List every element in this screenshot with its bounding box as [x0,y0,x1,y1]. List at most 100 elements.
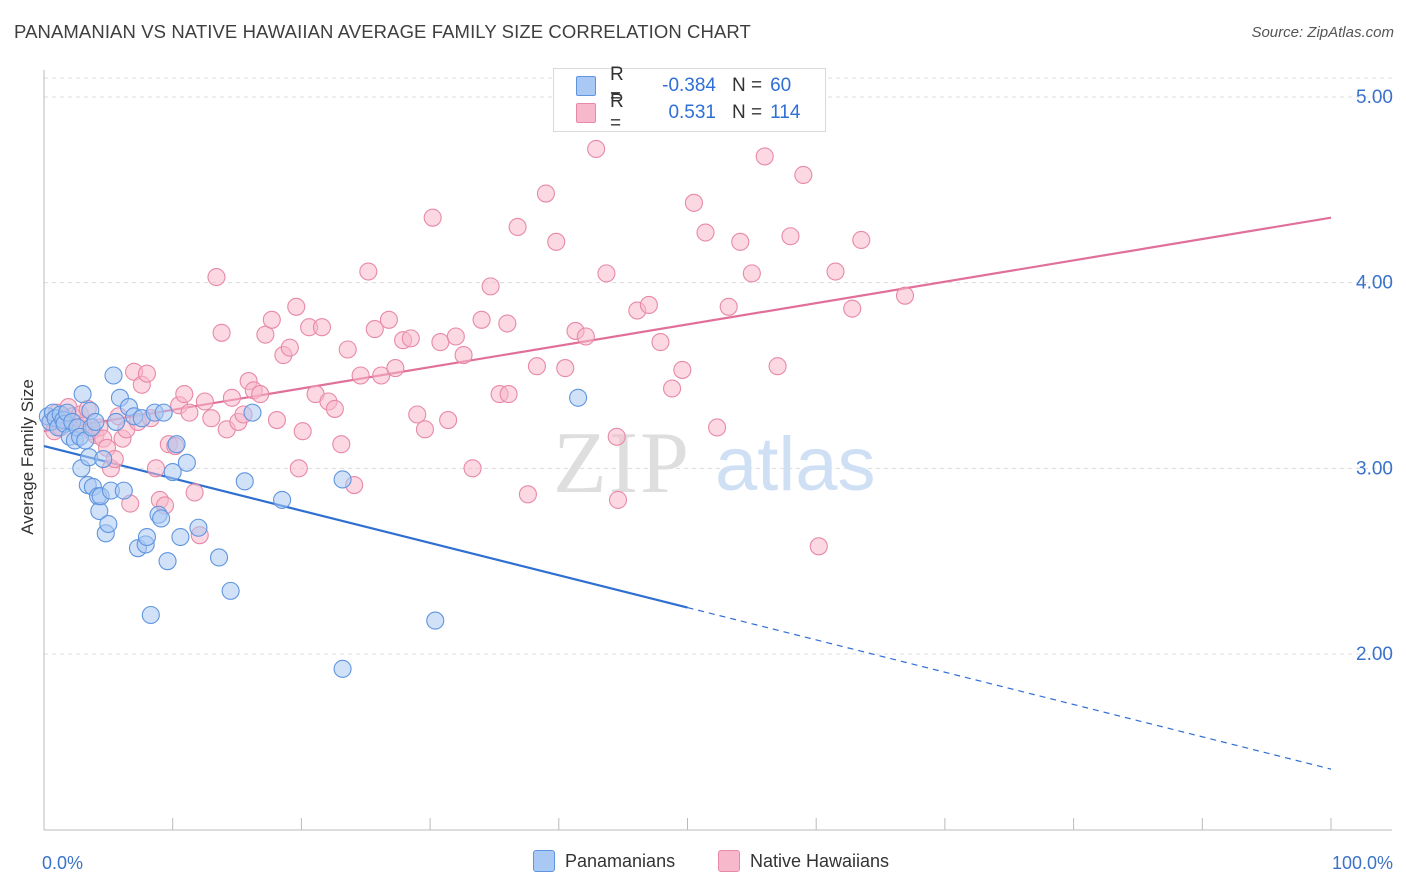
native-hawaiians-point [185,483,204,502]
native-hawaiians-point [195,392,214,411]
native-hawaiians-point [576,327,595,346]
native-hawaiians-point [663,379,682,398]
native-hawaiians-point [508,217,527,237]
native-hawaiians-point [731,232,750,251]
legend-row-native-hawaiians: R = 0.531 N = 114 [576,91,801,134]
panamanians-point [86,412,105,431]
native-hawaiians-point [207,268,226,287]
y-tick-label: 4.00 [1356,273,1393,294]
native-hawaiians-point [597,264,616,283]
native-hawaiians-point [137,364,157,383]
panamanians-point [158,552,177,571]
native-hawaiians-point [673,360,692,379]
native-hawaiians-point [267,411,286,430]
native-hawaiians-point [379,310,398,329]
native-hawaiians-point [372,366,391,385]
native-hawaiians-point [536,184,555,203]
native-hawaiians-point [202,409,221,428]
native-hawaiians-point [843,299,862,318]
watermark-atlas: atlas [715,422,876,507]
legend-row-panamanians: R = -0.384 N = 60 [576,64,792,107]
native-hawaiians-point [351,366,370,385]
native-hawaiians-point [781,227,800,246]
legend-label: Panamanians [565,850,676,871]
gridlines [44,77,1392,655]
source-label: Source: ZipAtlas.com [1251,24,1394,41]
panamanians-point [167,435,186,454]
native-hawaiians-point [607,427,626,446]
native-hawaiians-point [498,314,517,333]
panamanians-point [426,611,445,630]
native-hawaiians-point [547,232,566,251]
legend-swatch-pink [576,103,596,123]
native-hawaiians-point [895,286,915,305]
panamanians-point [114,481,133,500]
native-hawaiians-point [852,230,871,250]
native-hawaiians-point [338,340,357,359]
legend-swatch-pink [718,850,740,872]
native-hawaiians-point [287,297,306,316]
native-hawaiians-point [794,165,813,185]
y-tick-label: 3.00 [1356,458,1393,479]
legend-swatch-blue [576,76,596,96]
native-hawaiians-point [212,323,231,342]
panamanians-point [569,388,588,407]
native-hawaiians-point [423,208,442,227]
legend-label: Native Hawaiians [750,850,890,871]
r-label: R = [610,64,624,107]
native-hawaiians-point [408,405,427,424]
native-hawaiians-point [587,139,606,159]
panamanians-point [99,514,118,534]
native-hawaiians-point [180,403,199,422]
panamanians-point [177,453,196,472]
native-hawaiians-point [365,320,384,339]
native-hawaiians-point [639,295,658,314]
panamanians-point [221,581,240,600]
native-hawaiians-point [289,459,308,478]
panamanians-point [333,470,352,489]
x-tick-label-max: 100.0% [1332,853,1393,873]
native-hawaiians-point [518,485,537,504]
native-hawaiians-point [454,346,473,365]
bottom-legend-native-hawaiians: Native Hawaiians [718,850,889,872]
panamanians-point [333,659,352,678]
native-hawaiians-point [431,333,450,352]
panamanians-point [163,462,182,482]
native-hawaiians-point [359,262,378,281]
n-value: 114 [770,102,801,123]
bottom-legend-panamanians: Panamanians [533,850,675,872]
r-value: -0.384 [662,75,716,96]
native-hawaiians-point [446,327,465,346]
native-hawaiians-point [332,435,351,454]
panamanians-point [273,490,292,509]
native-hawaiians-point [481,277,500,296]
native-hawaiians-point [401,329,420,348]
panamanians-point [171,527,190,547]
panamanians-point [137,527,157,547]
panamanians-point [209,548,229,567]
r-value: 0.531 [668,102,716,123]
panamanians-point [243,403,262,422]
native-hawaiians-point [439,411,458,430]
native-hawaiians-point [719,297,738,316]
y-axis-label: Average Family Size [18,379,37,535]
native-hawaiians-point [325,399,344,418]
native-hawaiians-point [768,357,787,376]
native-hawaiians-point [684,193,703,212]
r-label: R = [610,91,624,134]
native-hawaiians-point [251,385,270,404]
native-hawaiians-point [696,223,715,242]
native-hawaiians-point [499,385,518,404]
chart-title: PANAMANIAN VS NATIVE HAWAIIAN AVERAGE FA… [14,21,751,42]
native-hawaiians-point [415,420,435,439]
panamanians-trend-extension [687,607,1332,770]
native-hawaiians-point [262,310,281,329]
n-label: N = [732,75,763,96]
panamanians-point [107,412,126,431]
native-hawaiians-point [146,459,166,478]
native-hawaiians-point [222,388,241,407]
native-hawaiians-point [312,318,332,337]
n-value: 60 [770,75,792,96]
panamanians-point [154,403,173,422]
panamanians-points [38,366,588,678]
